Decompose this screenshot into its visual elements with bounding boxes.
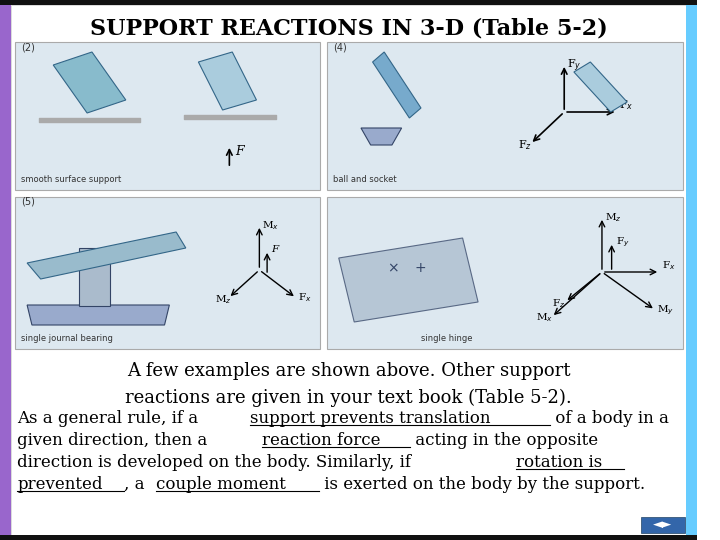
Text: F: F: [271, 245, 278, 254]
Text: F$_x$: F$_x$: [662, 259, 675, 272]
Polygon shape: [361, 128, 402, 145]
Text: F$_x$: F$_x$: [619, 98, 634, 112]
Text: , a: , a: [124, 476, 150, 493]
Text: F: F: [235, 145, 244, 158]
Text: F$_y$: F$_y$: [567, 57, 582, 74]
Polygon shape: [27, 305, 169, 325]
Text: support prevents translation: support prevents translation: [250, 410, 490, 427]
Text: given direction, then a: given direction, then a: [17, 432, 213, 449]
Text: ◄►: ◄►: [653, 518, 672, 531]
Text: M$_y$: M$_y$: [657, 303, 674, 317]
FancyBboxPatch shape: [79, 248, 110, 306]
Text: M$_x$: M$_x$: [262, 219, 279, 232]
Text: As a general rule, if a: As a general rule, if a: [17, 410, 204, 427]
FancyBboxPatch shape: [0, 0, 697, 5]
Text: smooth surface support: smooth surface support: [22, 175, 122, 184]
Text: prevented: prevented: [17, 476, 103, 493]
Text: ×: ×: [387, 261, 399, 275]
Text: rotation is: rotation is: [516, 454, 602, 471]
Polygon shape: [372, 52, 421, 118]
Text: single hinge: single hinge: [421, 334, 472, 343]
Text: of a body in a: of a body in a: [551, 410, 670, 427]
FancyBboxPatch shape: [686, 0, 697, 540]
FancyBboxPatch shape: [16, 197, 320, 349]
Polygon shape: [338, 238, 478, 322]
FancyBboxPatch shape: [11, 5, 686, 535]
Text: acting in the opposite: acting in the opposite: [410, 432, 598, 449]
FancyBboxPatch shape: [0, 535, 697, 540]
Text: (4): (4): [333, 42, 346, 52]
Text: M$_z$: M$_z$: [215, 293, 232, 306]
Text: F$_z$: F$_z$: [518, 138, 532, 152]
Text: F$_y$: F$_y$: [616, 235, 629, 249]
FancyBboxPatch shape: [16, 42, 320, 190]
Text: +: +: [414, 261, 426, 275]
Text: SUPPORT REACTIONS IN 3-D (Table 5-2): SUPPORT REACTIONS IN 3-D (Table 5-2): [89, 17, 607, 39]
FancyBboxPatch shape: [641, 517, 685, 533]
Text: single journal bearing: single journal bearing: [22, 334, 113, 343]
Text: direction is developed on the body. Similarly, if: direction is developed on the body. Simi…: [17, 454, 417, 471]
Text: M$_x$: M$_x$: [536, 311, 553, 324]
FancyBboxPatch shape: [0, 0, 11, 540]
Text: reaction force: reaction force: [261, 432, 380, 449]
Polygon shape: [574, 62, 627, 112]
Polygon shape: [199, 52, 256, 110]
Polygon shape: [53, 52, 126, 113]
Text: is exerted on the body by the support.: is exerted on the body by the support.: [318, 476, 644, 493]
Text: F$_z$: F$_z$: [552, 297, 565, 310]
Polygon shape: [27, 232, 186, 279]
FancyBboxPatch shape: [327, 197, 683, 349]
Text: M$_z$: M$_z$: [605, 211, 621, 224]
Text: A few examples are shown above. Other support
reactions are given in your text b: A few examples are shown above. Other su…: [125, 362, 572, 407]
Text: (2): (2): [22, 42, 35, 52]
FancyBboxPatch shape: [327, 42, 683, 190]
Text: couple moment: couple moment: [156, 476, 287, 493]
Text: F$_x$: F$_x$: [298, 291, 312, 304]
Text: (5): (5): [22, 197, 35, 207]
Text: ball and socket: ball and socket: [333, 175, 397, 184]
